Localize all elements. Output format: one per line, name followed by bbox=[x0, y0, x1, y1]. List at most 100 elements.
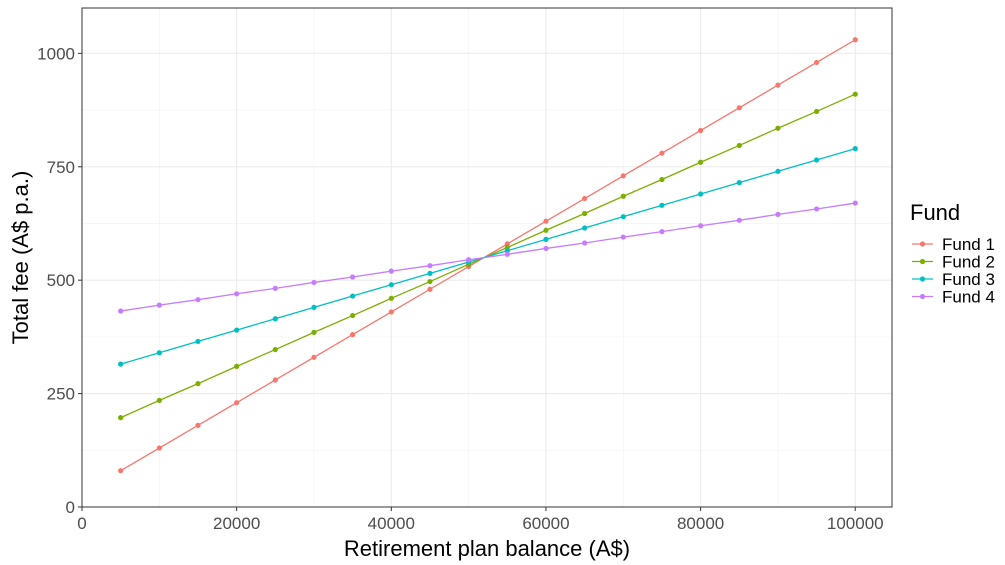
x-tick-label: 0 bbox=[77, 514, 86, 533]
legend-label: Fund 2 bbox=[942, 253, 995, 272]
legend-key-point bbox=[919, 276, 926, 282]
data-point bbox=[427, 278, 433, 285]
legend-key-point bbox=[919, 241, 926, 247]
x-tick-label: 40000 bbox=[368, 514, 415, 533]
data-point bbox=[234, 400, 240, 406]
data-point bbox=[543, 245, 549, 252]
data-point bbox=[698, 159, 704, 165]
data-point bbox=[736, 217, 742, 223]
data-point bbox=[659, 202, 665, 208]
data-point bbox=[427, 263, 433, 269]
data-point bbox=[814, 59, 820, 66]
x-tick-label: 100000 bbox=[827, 514, 884, 533]
data-point bbox=[543, 227, 549, 233]
tick-labels: 0 20000 40000 60000 80000 100000 0 250 500 750 100… bbox=[37, 44, 883, 533]
y-tick-label: 250 bbox=[47, 385, 75, 404]
data-point bbox=[156, 302, 162, 308]
minor-gridlines bbox=[82, 8, 892, 507]
y-tick-label: 750 bbox=[47, 158, 75, 177]
data-point bbox=[195, 297, 201, 303]
data-point bbox=[350, 332, 356, 338]
data-point bbox=[388, 309, 394, 315]
y-tick-label: 1000 bbox=[37, 44, 75, 63]
data-point bbox=[814, 157, 820, 163]
legend-label: Fund 4 bbox=[942, 288, 995, 307]
data-point bbox=[272, 316, 278, 322]
data-point bbox=[311, 329, 317, 335]
axis-ticks bbox=[78, 52, 856, 511]
data-point bbox=[388, 282, 394, 288]
data-point bbox=[620, 214, 626, 220]
y-tick-label: 0 bbox=[66, 498, 75, 517]
data-point bbox=[195, 381, 201, 387]
series-line bbox=[120, 202, 856, 312]
data-point bbox=[272, 377, 278, 383]
data-point bbox=[620, 173, 626, 179]
legend-label: Fund 3 bbox=[942, 270, 995, 289]
x-axis-title: Retirement plan balance (A$) bbox=[344, 536, 630, 561]
data-point bbox=[620, 193, 626, 199]
data-point bbox=[350, 312, 356, 319]
data-point bbox=[234, 327, 240, 333]
data-point bbox=[775, 168, 781, 174]
data-point bbox=[427, 286, 433, 292]
data-point bbox=[775, 82, 781, 88]
y-axis-title: Total fee (A$ p.a.) bbox=[8, 171, 33, 345]
data-point bbox=[234, 291, 240, 297]
legend-item: Fund 2 bbox=[912, 253, 995, 272]
data-point bbox=[118, 468, 124, 474]
legend-title: Fund bbox=[910, 200, 960, 225]
data-point bbox=[659, 150, 665, 156]
data-point bbox=[852, 146, 858, 152]
data-point bbox=[775, 125, 781, 131]
series-4 bbox=[118, 200, 858, 314]
data-point bbox=[582, 210, 588, 217]
x-tick-label: 20000 bbox=[213, 514, 260, 533]
data-point bbox=[659, 229, 665, 235]
data-point bbox=[272, 285, 278, 291]
data-point bbox=[156, 397, 162, 403]
data-point bbox=[814, 206, 820, 212]
data-point bbox=[582, 240, 588, 246]
legend-item: Fund 4 bbox=[912, 288, 995, 307]
data-point bbox=[504, 251, 510, 257]
panel-border bbox=[81, 7, 893, 508]
data-point bbox=[582, 195, 588, 202]
legend-item: Fund 1 bbox=[912, 235, 995, 254]
data-point bbox=[156, 350, 162, 356]
data-point bbox=[388, 295, 394, 301]
data-point bbox=[736, 105, 742, 111]
series-line bbox=[120, 148, 856, 365]
data-point bbox=[195, 338, 201, 345]
data-point bbox=[620, 234, 626, 240]
data-point bbox=[582, 225, 588, 231]
data-point bbox=[775, 211, 781, 218]
data-point bbox=[156, 445, 162, 451]
data-point bbox=[543, 218, 549, 224]
data-point bbox=[736, 142, 742, 149]
data-point bbox=[350, 293, 356, 299]
data-point bbox=[698, 223, 704, 229]
legend-key-point bbox=[919, 258, 926, 265]
data-point bbox=[698, 127, 704, 134]
data-point bbox=[118, 415, 124, 421]
data-point bbox=[736, 180, 742, 186]
data-point bbox=[504, 248, 510, 254]
data-point bbox=[427, 270, 433, 276]
y-tick-label: 500 bbox=[47, 271, 75, 290]
data-point bbox=[814, 108, 820, 115]
major-gridlines bbox=[81, 8, 892, 508]
x-tick-label: 60000 bbox=[522, 514, 569, 533]
data-point bbox=[659, 176, 665, 183]
data-point bbox=[311, 354, 317, 360]
data-point bbox=[311, 304, 317, 310]
legend-item: Fund 3 bbox=[912, 270, 995, 289]
data-point bbox=[543, 236, 549, 242]
data-point bbox=[350, 274, 356, 280]
data-point bbox=[504, 241, 510, 247]
data-point bbox=[466, 257, 472, 263]
data-point bbox=[195, 422, 201, 428]
